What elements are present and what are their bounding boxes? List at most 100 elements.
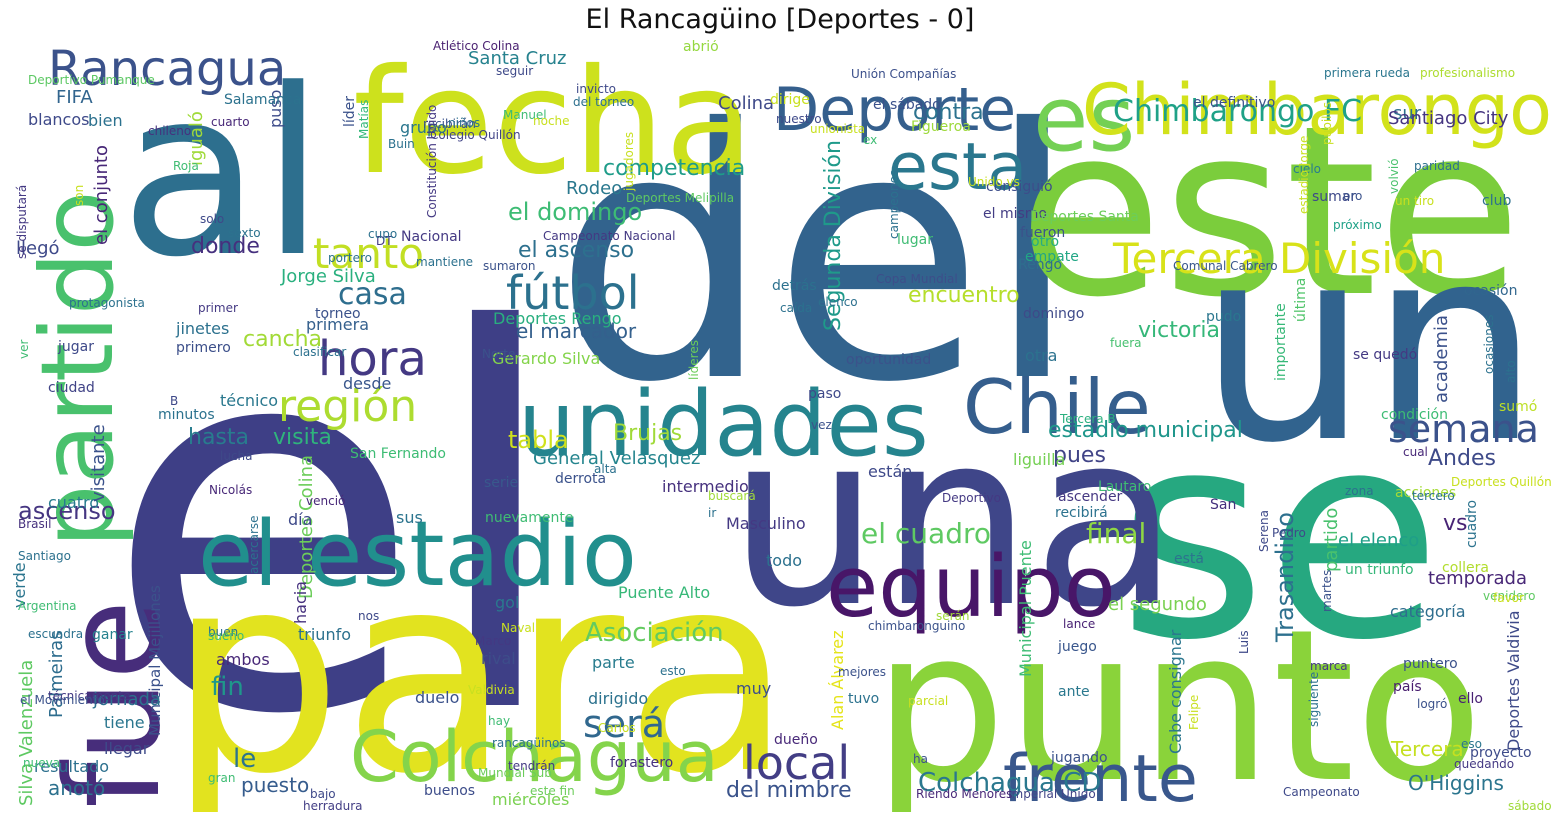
word-tecnico: técnico: [220, 391, 279, 410]
word-tercera-b: Tercera B: [1060, 412, 1116, 426]
word-este: este: [1018, 76, 1522, 349]
word-pupilos: pupilos: [1320, 101, 1334, 145]
word-chile: Chile: [963, 363, 1151, 451]
word-roja: Roja: [173, 159, 199, 173]
word-cuatro: cuatro: [48, 493, 100, 512]
word-resultado: resultado: [34, 757, 110, 776]
word-el-definitivo: el definitivo: [1193, 95, 1276, 111]
word-ascender: ascender: [1058, 489, 1123, 505]
word-copa-mundial: Copa Mundial: [876, 272, 958, 286]
word-general-velasquez: General Velásquez: [533, 448, 701, 469]
word-fuera: fuera: [1110, 336, 1142, 350]
word-masculino: Masculino: [726, 514, 806, 533]
word-valdivia: Valdivia: [468, 683, 515, 697]
word-ir: ir: [708, 506, 717, 520]
word-protagonista: protagonista: [69, 296, 145, 310]
word-desde: desde: [343, 374, 392, 393]
word-ciudad: ciudad: [48, 380, 95, 396]
word-hay: hay: [488, 714, 511, 728]
word-cielo: cielo: [1293, 162, 1321, 176]
word-colina: Colina: [718, 93, 775, 114]
word-bajo: bajo: [310, 787, 336, 801]
word-san: San: [1210, 497, 1237, 513]
word-buscara: buscará: [708, 489, 756, 503]
word-alto: alto: [1504, 360, 1518, 383]
word-paso: paso: [808, 386, 842, 402]
word-cabe-consignar: Cabe consignar: [1166, 629, 1185, 754]
word-carlos: Carlos: [598, 721, 636, 735]
word-deportes-quillon: Deportes Quillón: [1451, 475, 1552, 489]
word-mundial-sub: Mundial Sub: [478, 766, 552, 780]
word-forastero: forastero: [610, 755, 674, 771]
word-chimbarongo: Chimbarongo: [1082, 69, 1552, 151]
word-se-quedo: se quedó: [1353, 347, 1418, 363]
word-jinetes: jinetes: [176, 319, 230, 338]
word-dirigido: dirigido: [588, 689, 649, 708]
word-grupo: grupo: [400, 118, 447, 137]
word-elenco: elenco: [818, 295, 858, 309]
word-rancaguinos: rancagüinos: [492, 736, 566, 750]
word-san-fernando: San Fernando: [350, 446, 446, 462]
word-ante: ante: [1058, 684, 1090, 700]
word-ganar: ganar: [92, 627, 133, 643]
word-contra: contra: [913, 100, 984, 125]
word-imperial-unido: Imperial Unido: [1008, 787, 1096, 801]
word-le: le: [233, 744, 257, 774]
word-otro: otro: [1031, 234, 1060, 250]
word-sumaron: sumaron: [483, 259, 536, 273]
word-futbol: fútbol: [506, 266, 640, 320]
word-una: una: [728, 380, 1180, 660]
word-nacional: Nacional: [401, 229, 462, 245]
word-el-mismo: el mismo: [983, 206, 1047, 222]
word-seran: serán: [936, 609, 970, 623]
word-igualo: igualó: [186, 111, 207, 166]
word-lider: líder: [342, 95, 358, 127]
word-puntero: puntero: [1403, 656, 1458, 672]
word-son: son: [72, 184, 86, 206]
word-equipo: equipo: [826, 538, 1116, 637]
word-el-ascenso: el ascenso: [518, 238, 635, 263]
word-portero: portero: [328, 251, 372, 265]
word-municipal-mejillones: Municipal Mejillones: [146, 585, 164, 736]
word-estan: están: [868, 462, 913, 481]
word-rengo: Rengo: [1018, 257, 1063, 273]
word-mantiene: mantiene: [416, 255, 474, 269]
word-detras: detrás: [772, 278, 817, 294]
word-pais: país: [1393, 679, 1422, 695]
word-cloud: el del para se este un una punto al fecha fue parti…: [8, 40, 1552, 812]
word-buin: Buin: [388, 137, 415, 151]
word-pudo: pudo: [1206, 309, 1242, 325]
word-sera: será: [583, 702, 666, 746]
word-constitucion-unido: Constitución Unido: [425, 104, 439, 218]
word-condicion: condición: [1381, 407, 1448, 423]
word-ello: ello: [1458, 691, 1483, 707]
word-union-companias: Unión Compañías: [851, 67, 957, 81]
word-brasil: Brasil: [18, 517, 52, 531]
word-serie: serie: [484, 475, 519, 491]
word-logro: logró: [1417, 697, 1448, 711]
word-tabla: tabla: [508, 426, 569, 454]
word-salamanca: Salamanca: [224, 92, 302, 108]
word-nos: nos: [358, 609, 380, 623]
word-martes: martes: [1320, 569, 1334, 612]
word-norte: Norte: [482, 347, 516, 361]
word-el-elenco: el elenco: [1338, 530, 1420, 551]
word-deportivo: Deportivo: [942, 491, 1001, 505]
word-jugar: jugar: [58, 339, 94, 355]
word-campeonato-nacional: Campeonato Nacional: [543, 229, 676, 243]
word-deportes-rengo: Deportes Rengo: [493, 309, 622, 328]
word-jugadores: jugadores: [622, 131, 636, 191]
word-nicolas: Nicolás: [209, 483, 253, 497]
word-otra: otra: [1025, 346, 1058, 365]
word-venidero: venidero: [1483, 589, 1536, 603]
word-region: región: [278, 381, 418, 432]
word-ver: ver: [17, 339, 31, 359]
word-tiene: tiene: [104, 713, 145, 732]
word-gerardo-silva: Gerardo Silva: [492, 349, 601, 368]
word-dia: día: [288, 510, 313, 529]
word-serena: Serena: [1257, 509, 1271, 552]
word-fifa: FIFA: [56, 87, 93, 108]
word-parte: parte: [592, 653, 635, 672]
word-chileno: chileno: [148, 124, 192, 138]
word-oportunidad: oportunidad: [846, 352, 932, 368]
